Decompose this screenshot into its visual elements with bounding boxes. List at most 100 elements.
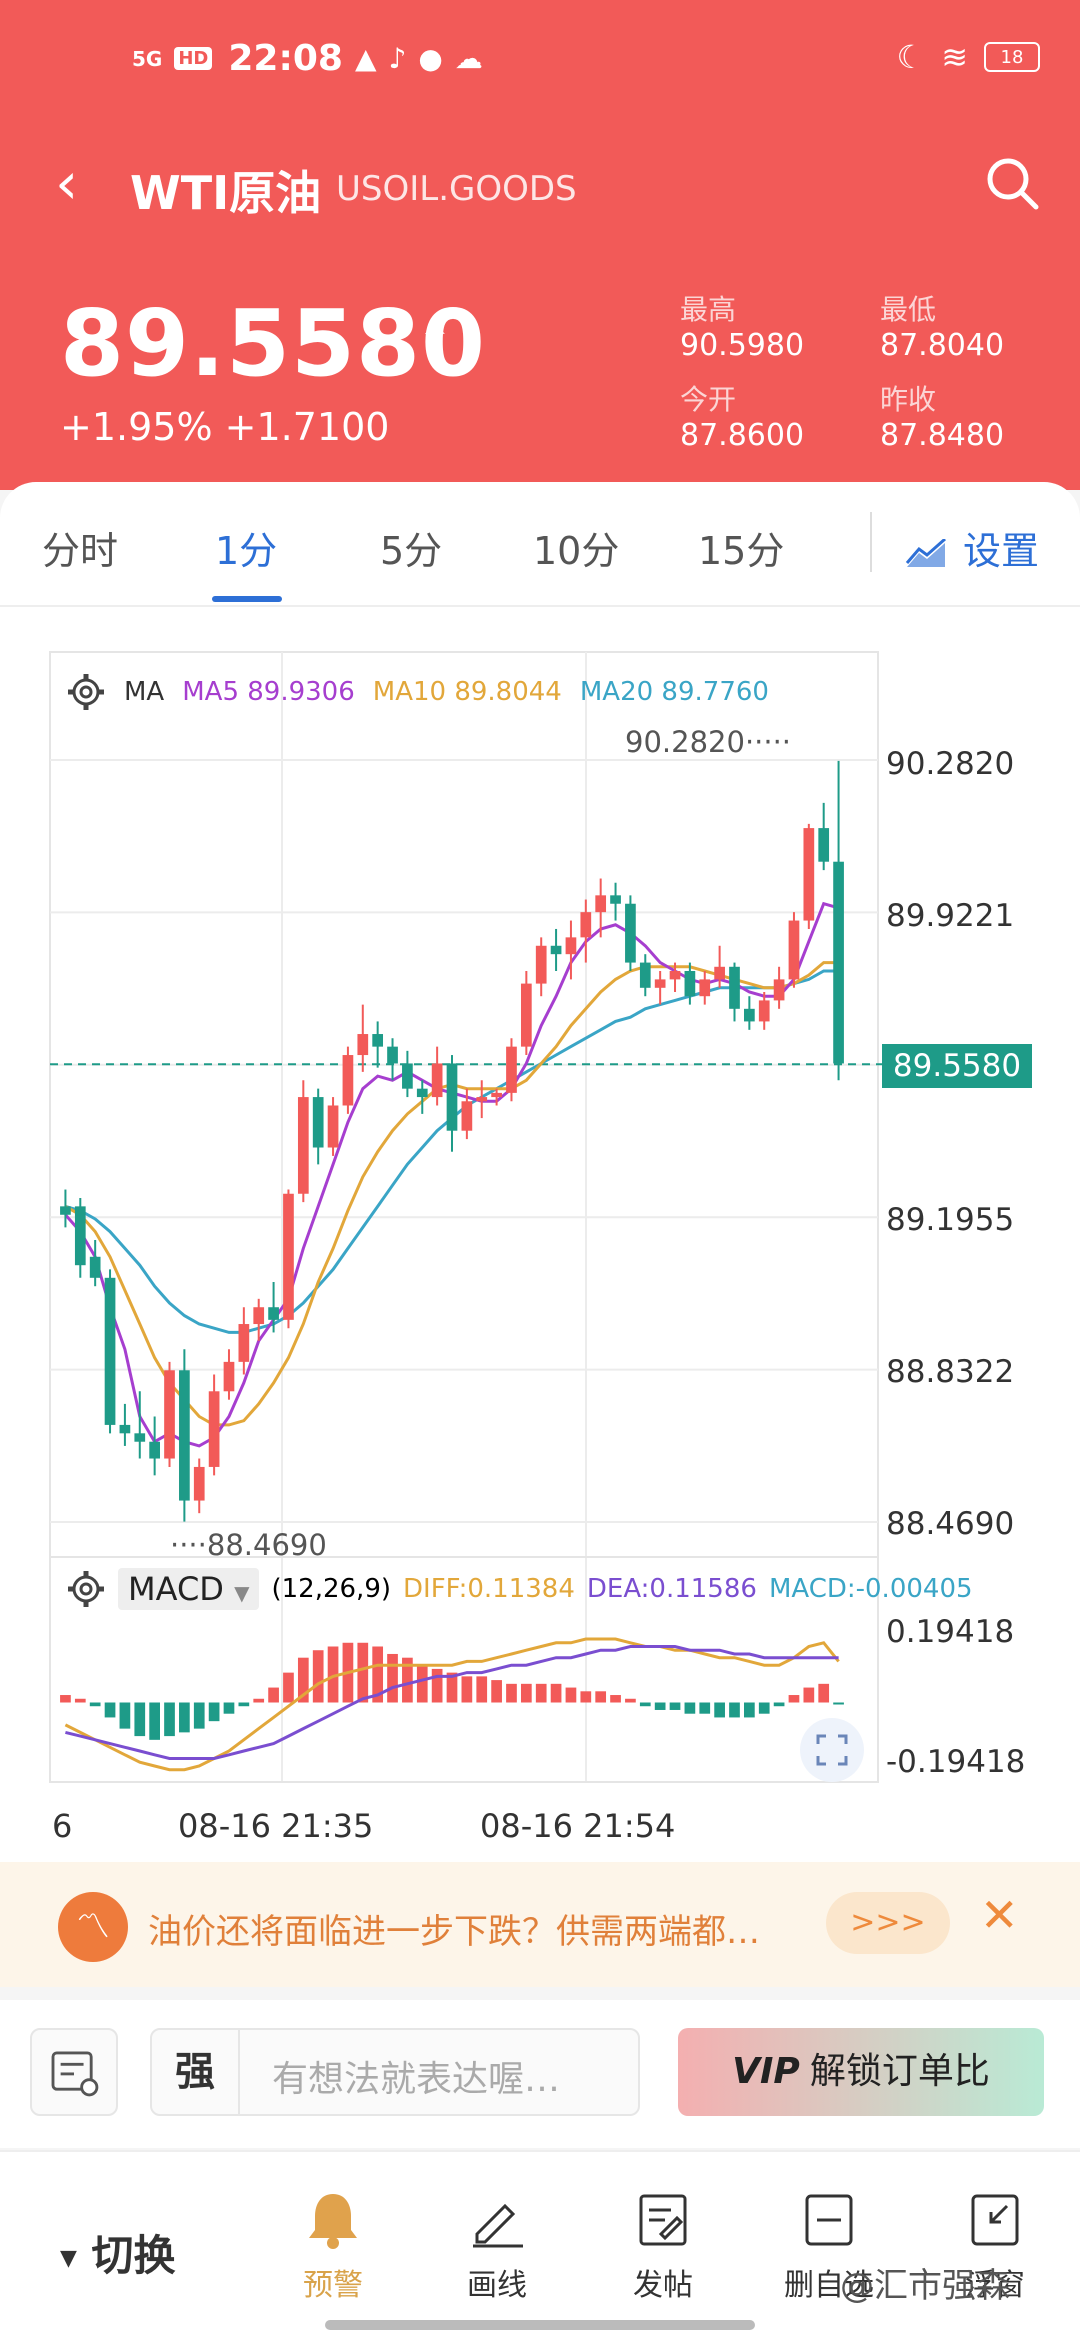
macd-bar bbox=[60, 1695, 71, 1703]
macd-bar bbox=[297, 1657, 309, 1703]
candle bbox=[520, 983, 532, 1047]
macd-y-tick: 0.19418 bbox=[886, 1614, 1015, 1650]
candle bbox=[610, 895, 621, 904]
macd-bar bbox=[387, 1653, 398, 1703]
trend-icon: 〽 bbox=[58, 1892, 128, 1962]
macd-bar bbox=[119, 1702, 131, 1729]
candle bbox=[74, 1206, 86, 1266]
stat-prev-close: 昨收 87.8480 bbox=[880, 383, 1005, 453]
y-tick-label: 89.1955 bbox=[886, 1202, 1015, 1238]
caret-down-icon: ▼ bbox=[60, 2246, 77, 2271]
draw-line-button[interactable]: 画线 bbox=[432, 2188, 562, 2304]
macd-value: MACD:-0.00405 bbox=[768, 1574, 973, 1604]
news-banner[interactable]: 〽 油价还将面临进一步下跌？供需两端都… >>> ✕ bbox=[0, 1862, 1080, 1987]
macd-bar bbox=[729, 1702, 740, 1718]
macd-bar bbox=[327, 1646, 339, 1703]
candle bbox=[818, 828, 830, 862]
macd-bar bbox=[446, 1672, 458, 1703]
fullscreen-button[interactable] bbox=[800, 1718, 864, 1782]
macd-bar bbox=[818, 1683, 830, 1703]
tab-10min[interactable]: 10分 bbox=[533, 529, 620, 573]
alert-button[interactable]: 预警 bbox=[268, 2188, 398, 2304]
ma5-value: MA5 89.9306 bbox=[182, 677, 355, 707]
macd-bar bbox=[758, 1702, 770, 1714]
macd-bar bbox=[833, 1702, 844, 1705]
candle bbox=[193, 1466, 205, 1501]
page-title: WTI原油 bbox=[130, 166, 322, 220]
macd-bar bbox=[223, 1702, 235, 1714]
candle bbox=[431, 1063, 443, 1098]
candle bbox=[803, 828, 815, 921]
caret-down-icon: ▼ bbox=[234, 1581, 250, 1605]
macd-y-tick: -0.19418 bbox=[886, 1744, 1026, 1780]
candle bbox=[506, 1046, 517, 1093]
macd-bar bbox=[506, 1683, 517, 1703]
macd-bar bbox=[565, 1687, 577, 1703]
candle bbox=[402, 1063, 413, 1089]
banner-more-button[interactable]: >>> bbox=[826, 1892, 950, 1954]
vip-badge: VIP bbox=[732, 2051, 800, 2092]
low-marker-label: ····88.4690 bbox=[170, 1528, 327, 1562]
post-button[interactable]: 发帖 bbox=[598, 2188, 728, 2304]
macd-bar bbox=[372, 1646, 384, 1703]
candle bbox=[357, 1034, 369, 1056]
remove-watchlist-button[interactable]: 删自选 bbox=[764, 2188, 894, 2304]
close-icon[interactable]: ✕ bbox=[980, 1888, 1019, 1942]
moon-icon: ☾ bbox=[896, 38, 926, 76]
macd-bar bbox=[402, 1657, 413, 1703]
gear-icon[interactable] bbox=[66, 1569, 106, 1609]
chart-settings-button[interactable]: 设置 bbox=[905, 520, 1039, 575]
back-icon[interactable]: ‹ bbox=[55, 149, 79, 217]
title-bar: ‹ WTI原油 USOIL.GOODS bbox=[0, 145, 1080, 225]
macd-bar bbox=[149, 1702, 160, 1740]
price-change: +1.95% +1.7100 bbox=[60, 405, 390, 449]
home-indicator[interactable] bbox=[325, 2320, 755, 2330]
order-card-button[interactable] bbox=[30, 2028, 118, 2116]
candle bbox=[297, 1097, 309, 1194]
hd-badge: HD bbox=[174, 47, 213, 70]
tab-15min[interactable]: 15分 bbox=[698, 529, 785, 573]
bottom-toolbar: ▼ 切换 预警 画线 发帖 删自选 bbox=[0, 2150, 1080, 2340]
macd-bar bbox=[104, 1702, 116, 1718]
banner-text[interactable]: 油价还将面临进一步下跌？供需两端都… bbox=[148, 1912, 760, 1952]
indicator-selector[interactable]: MACD ▼ bbox=[118, 1568, 260, 1610]
tab-1min[interactable]: 1分 bbox=[215, 529, 278, 573]
macd-bar bbox=[208, 1702, 220, 1722]
candle bbox=[119, 1424, 131, 1434]
macd-bar bbox=[639, 1702, 651, 1707]
tab-intraday[interactable]: 分时 bbox=[42, 529, 119, 573]
ma5-line bbox=[64, 901, 840, 1448]
candlestick-chart[interactable] bbox=[0, 0, 1080, 1862]
unlock-order-ratio-button[interactable]: VIP 解锁订单比 bbox=[678, 2028, 1044, 2116]
macd-bar bbox=[268, 1687, 279, 1703]
macd-bar bbox=[550, 1683, 562, 1703]
x-tick-label: 6 bbox=[52, 1807, 73, 1845]
macd-bar bbox=[283, 1672, 294, 1703]
macd-bar bbox=[714, 1702, 725, 1718]
search-icon[interactable] bbox=[982, 153, 1042, 213]
gear-icon[interactable] bbox=[66, 672, 106, 712]
edit-note-icon bbox=[639, 2194, 687, 2246]
macd-bar bbox=[416, 1665, 428, 1703]
candle bbox=[416, 1088, 428, 1098]
current-price-tag: 89.5580 bbox=[882, 1044, 1032, 1088]
period-tabs: 分时 1分 5分 10分 15分 设置 bbox=[0, 482, 1080, 607]
candle bbox=[639, 962, 651, 988]
pencil-icon bbox=[473, 2203, 523, 2248]
comment-input[interactable]: 强 有想法就表达喔… bbox=[150, 2028, 640, 2116]
tab-5min[interactable]: 5分 bbox=[380, 529, 443, 573]
candle bbox=[238, 1324, 250, 1362]
macd-bar bbox=[520, 1683, 532, 1703]
qq-icon: ▲ bbox=[354, 42, 377, 75]
candle bbox=[491, 1092, 502, 1098]
switch-button[interactable]: ▼ 切换 bbox=[60, 2231, 176, 2280]
symbol-code: USOIL.GOODS bbox=[336, 169, 577, 209]
candle bbox=[714, 966, 725, 980]
macd-bar bbox=[89, 1702, 101, 1707]
ma10-value: MA10 89.8044 bbox=[372, 677, 562, 707]
chart-card: 分时 1分 5分 10分 15分 设置 bbox=[0, 482, 1080, 1862]
x-tick-label: 08-16 21:35 bbox=[178, 1807, 374, 1845]
floating-window-button[interactable]: 浮窗 bbox=[930, 2188, 1060, 2304]
ma20-value: MA20 89.7760 bbox=[579, 677, 769, 707]
candle bbox=[729, 966, 740, 1009]
